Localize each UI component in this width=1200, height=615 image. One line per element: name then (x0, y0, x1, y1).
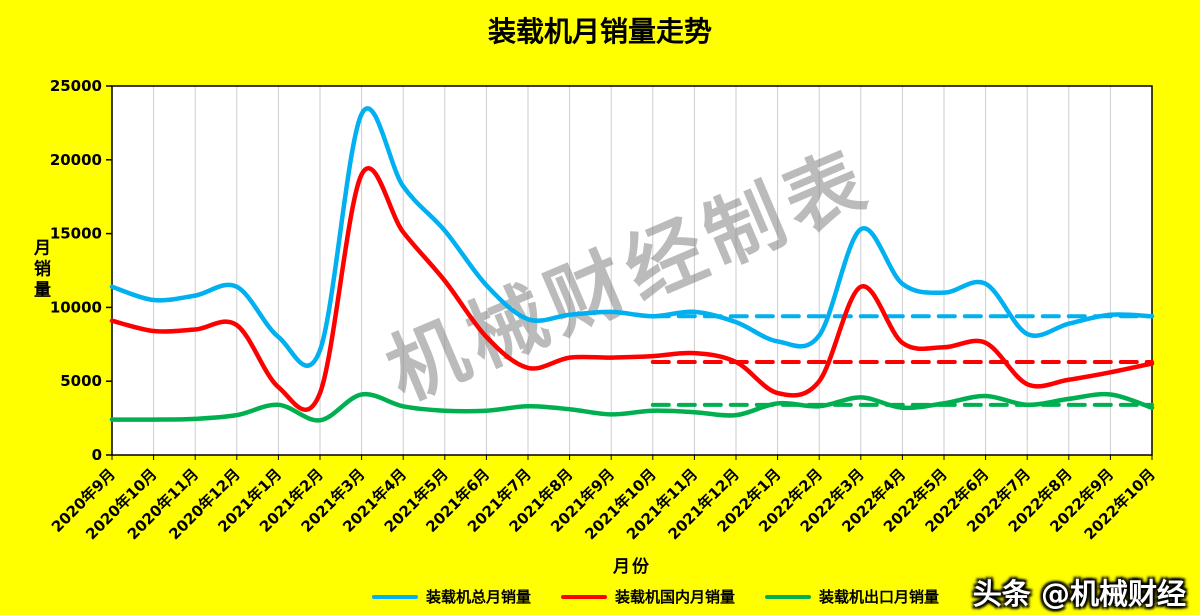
y-axis-labels: 0 5000 10000 15000 20000 25000 (50, 77, 112, 464)
legend-label-total: 装载机总月销量 (426, 588, 532, 606)
x-axis-title: 月份 (613, 557, 651, 577)
chart-legend: 装载机总月销量 装载机国内月销量 装载机出口月销量 (372, 586, 939, 607)
y-tick-label: 5000 (60, 372, 102, 390)
legend-item-total: 装载机总月销量 (372, 586, 531, 607)
y-tick-label: 0 (92, 446, 102, 464)
y-tick-label: 25000 (50, 77, 102, 95)
legend-line-total-icon (372, 594, 418, 599)
legend-label-export: 装载机出口月销量 (819, 588, 940, 606)
series-line-1 (109, 166, 1155, 412)
legend-item-export: 装载机出口月销量 (765, 586, 939, 607)
series-line-2 (109, 391, 1155, 423)
x-axis-labels: 2020年9月2020年10月2020年11月2020年12月2021年1月20… (48, 455, 1159, 543)
chart-title: 装载机月销量走势 (487, 15, 712, 48)
y-tick-label: 15000 (50, 225, 102, 243)
brand-watermark: 头条 @机械财经 (972, 577, 1186, 611)
y-tick-label: 20000 (50, 151, 102, 169)
legend-item-domestic: 装载机国内月销量 (561, 586, 735, 607)
plot-border (111, 85, 1153, 456)
y-tick-label: 10000 (50, 298, 102, 316)
series-line-0 (109, 106, 1155, 368)
legend-line-export-icon (765, 594, 812, 599)
y-axis-title: 月销量 (30, 238, 50, 302)
legend-label-domestic: 装载机国内月销量 (615, 588, 736, 606)
legend-line-domestic-icon (561, 594, 608, 599)
